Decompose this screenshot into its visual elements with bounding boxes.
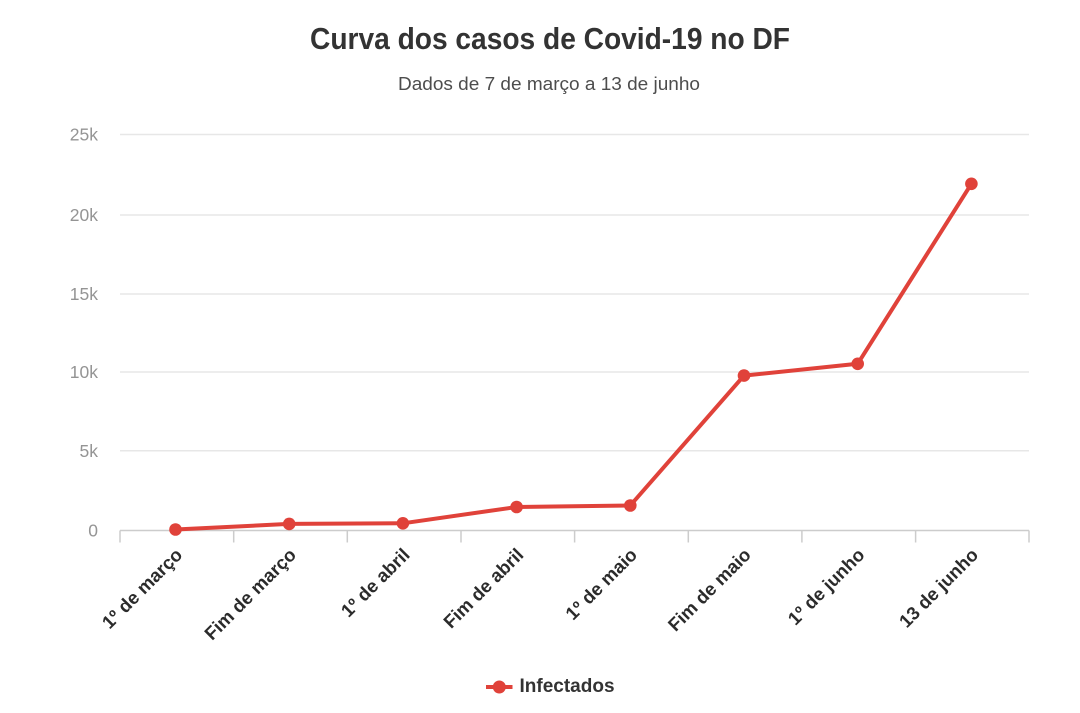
svg-text:10k: 10k bbox=[70, 362, 98, 382]
svg-text:Dados de 7 de março a 13 de ju: Dados de 7 de março a 13 de junho bbox=[398, 74, 700, 94]
svg-text:15k: 15k bbox=[70, 284, 98, 304]
svg-text:0: 0 bbox=[88, 521, 98, 541]
svg-text:5k: 5k bbox=[80, 441, 99, 461]
svg-text:Curva dos casos de Covid-19 no: Curva dos casos de Covid-19 no DF bbox=[310, 21, 790, 56]
svg-text:25k: 25k bbox=[70, 125, 98, 145]
svg-text:Infectados: Infectados bbox=[520, 676, 615, 697]
svg-text:20k: 20k bbox=[70, 205, 98, 225]
